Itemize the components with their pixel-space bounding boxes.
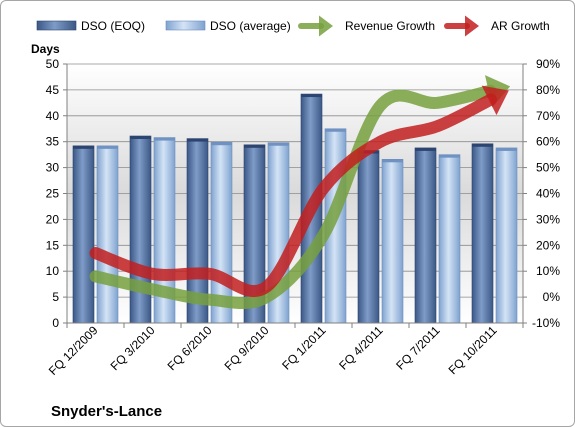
bar	[129, 135, 152, 324]
bar	[471, 143, 494, 324]
bar-top	[211, 142, 232, 146]
line-arrowhead	[319, 15, 333, 37]
legend-label: DSO (EOQ)	[81, 19, 145, 33]
y-axis-title: Days	[31, 42, 60, 56]
y2-tick-label: 70%	[536, 109, 560, 123]
y-tick-label: 35	[46, 135, 60, 149]
y-tick-label: 40	[46, 109, 60, 123]
bar-top	[187, 138, 208, 142]
bar	[438, 154, 461, 324]
y-tick-label: 15	[46, 238, 60, 252]
bar-top	[97, 145, 118, 149]
legend-swatch	[36, 20, 77, 31]
bar-top	[73, 145, 94, 149]
y2-tick-label: 80%	[536, 83, 560, 97]
bar-top	[301, 94, 322, 98]
y-tick-label: 30	[46, 161, 60, 175]
x-tick-label: FQ 9/2010	[222, 323, 272, 373]
legend-label: DSO (average)	[210, 19, 291, 33]
x-tick-label: FQ 7/2011	[393, 323, 443, 373]
line-arrowhead	[465, 15, 479, 37]
x-tick-label: FQ 6/2010	[165, 323, 215, 373]
x-tick-label: FQ 12/2009	[46, 323, 101, 378]
bar	[414, 147, 437, 324]
x-tick-label: FQ 10/2011	[446, 323, 500, 377]
y-tick-label: 0	[52, 316, 59, 330]
company-label: Snyder's-Lance	[51, 403, 162, 420]
bar	[357, 150, 380, 324]
bar-top	[415, 147, 436, 151]
bar-top	[244, 144, 265, 148]
y-tick-label: 5	[52, 290, 59, 304]
legend-label: Revenue Growth	[345, 19, 435, 33]
series-line	[89, 93, 497, 298]
x-tick-label: FQ 1/2011	[279, 323, 329, 373]
y-tick-label: 10	[46, 264, 60, 278]
series-line	[89, 84, 497, 310]
y-tick-label: 45	[46, 83, 60, 97]
legend-label: AR Growth	[491, 19, 550, 33]
y2-tick-label: 60%	[536, 135, 560, 149]
y2-tick-label: 30%	[536, 212, 560, 226]
x-tick-label: FQ 4/2011	[336, 323, 386, 373]
x-tick-label: FQ 3/2010	[108, 323, 158, 373]
bar-top	[325, 128, 346, 132]
bar-top	[496, 147, 517, 151]
bar	[381, 159, 404, 324]
legend: DSO (EOQ) DSO (average) Revenue Growth AR G…	[36, 15, 550, 37]
y2-tick-label: -10%	[532, 316, 560, 330]
bar-top	[472, 143, 493, 147]
line-arrowhead	[481, 85, 509, 116]
bar-top	[154, 137, 175, 141]
y2-tick-label: 50%	[536, 161, 560, 175]
bar-top	[268, 142, 289, 146]
y2-tick-label: 40%	[536, 187, 560, 201]
y2-tick-label: 10%	[536, 264, 560, 278]
bar-top	[382, 159, 403, 163]
trend-lines	[89, 75, 511, 310]
bar-top	[130, 136, 151, 140]
y2-tick-label: 20%	[536, 238, 560, 252]
bar	[495, 147, 518, 324]
bar	[72, 145, 95, 324]
bar-top	[439, 154, 460, 158]
y-tick-label: 20	[46, 212, 60, 226]
y2-tick-label: 0%	[543, 290, 561, 304]
y2-tick-label: 90%	[536, 57, 560, 71]
y-tick-label: 25	[46, 187, 60, 201]
bar	[96, 145, 119, 324]
y-tick-label: 50	[46, 57, 60, 71]
legend-swatch	[165, 20, 206, 31]
